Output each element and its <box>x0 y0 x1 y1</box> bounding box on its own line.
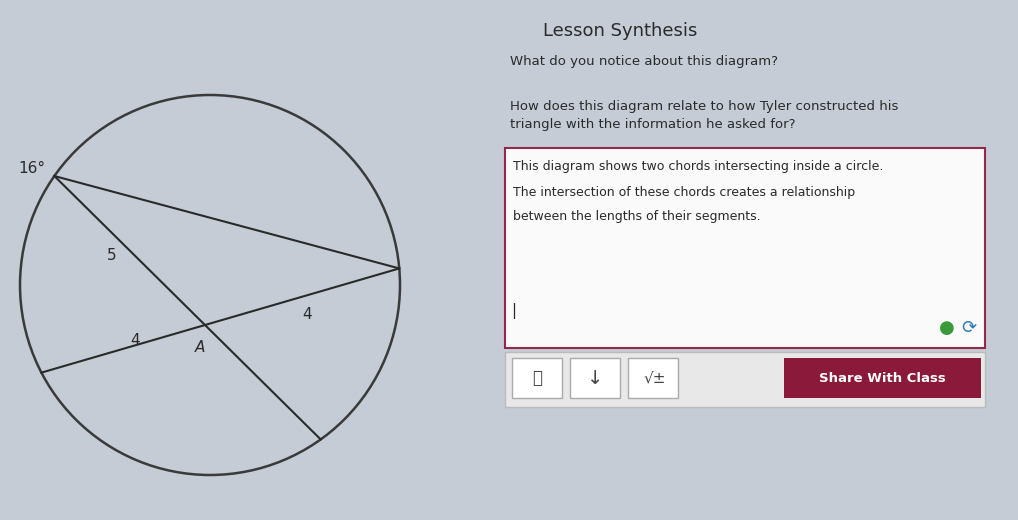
Text: ⟳: ⟳ <box>961 319 976 337</box>
Text: ●: ● <box>940 319 955 337</box>
Text: What do you notice about this diagram?: What do you notice about this diagram? <box>510 55 778 68</box>
FancyBboxPatch shape <box>784 358 981 398</box>
Text: A: A <box>194 340 206 355</box>
Text: The intersection of these chords creates a relationship: The intersection of these chords creates… <box>513 186 855 199</box>
FancyBboxPatch shape <box>512 358 562 398</box>
FancyBboxPatch shape <box>570 358 620 398</box>
Text: 4: 4 <box>302 307 312 322</box>
Text: This diagram shows two chords intersecting inside a circle.: This diagram shows two chords intersecti… <box>513 160 884 173</box>
FancyBboxPatch shape <box>505 148 985 348</box>
Text: between the lengths of their segments.: between the lengths of their segments. <box>513 210 760 223</box>
Text: |: | <box>511 303 516 319</box>
Text: ⎙: ⎙ <box>532 369 542 387</box>
Text: Lesson Synthesis: Lesson Synthesis <box>543 22 697 40</box>
Text: ↓: ↓ <box>586 369 604 387</box>
Text: 16°: 16° <box>18 161 46 176</box>
Text: √±: √± <box>643 370 666 385</box>
FancyBboxPatch shape <box>505 352 985 407</box>
Text: How does this diagram relate to how Tyler constructed his: How does this diagram relate to how Tyle… <box>510 100 898 113</box>
Text: 4: 4 <box>130 333 140 348</box>
Text: triangle with the information he asked for?: triangle with the information he asked f… <box>510 118 795 131</box>
FancyBboxPatch shape <box>628 358 678 398</box>
Text: Share With Class: Share With Class <box>819 371 946 384</box>
Text: 5: 5 <box>107 248 116 263</box>
